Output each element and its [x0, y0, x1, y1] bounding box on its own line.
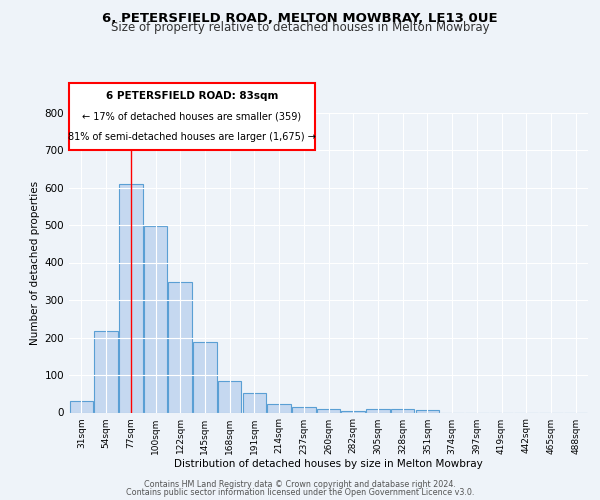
X-axis label: Distribution of detached houses by size in Melton Mowbray: Distribution of detached houses by size …: [174, 460, 483, 469]
Bar: [94, 331, 118, 412]
Bar: [366, 409, 389, 412]
Text: Size of property relative to detached houses in Melton Mowbray: Size of property relative to detached ho…: [110, 21, 490, 34]
Bar: [391, 409, 415, 412]
Text: ← 17% of detached houses are smaller (359): ← 17% of detached houses are smaller (35…: [82, 112, 302, 121]
Text: Contains public sector information licensed under the Open Government Licence v3: Contains public sector information licen…: [126, 488, 474, 497]
Text: 81% of semi-detached houses are larger (1,675) →: 81% of semi-detached houses are larger (…: [68, 132, 316, 141]
Bar: [242, 393, 266, 412]
Bar: [268, 404, 291, 412]
Bar: [341, 410, 365, 412]
Bar: [169, 282, 192, 412]
Bar: [416, 410, 439, 412]
Bar: [218, 382, 241, 412]
Bar: [144, 226, 167, 412]
Y-axis label: Number of detached properties: Number of detached properties: [31, 180, 40, 344]
Bar: [119, 184, 143, 412]
Bar: [292, 407, 316, 412]
Text: 6 PETERSFIELD ROAD: 83sqm: 6 PETERSFIELD ROAD: 83sqm: [106, 91, 278, 101]
Bar: [193, 342, 217, 412]
Bar: [70, 400, 93, 412]
Text: Contains HM Land Registry data © Crown copyright and database right 2024.: Contains HM Land Registry data © Crown c…: [144, 480, 456, 489]
Text: 6, PETERSFIELD ROAD, MELTON MOWBRAY, LE13 0UE: 6, PETERSFIELD ROAD, MELTON MOWBRAY, LE1…: [102, 12, 498, 26]
Bar: [317, 409, 340, 412]
